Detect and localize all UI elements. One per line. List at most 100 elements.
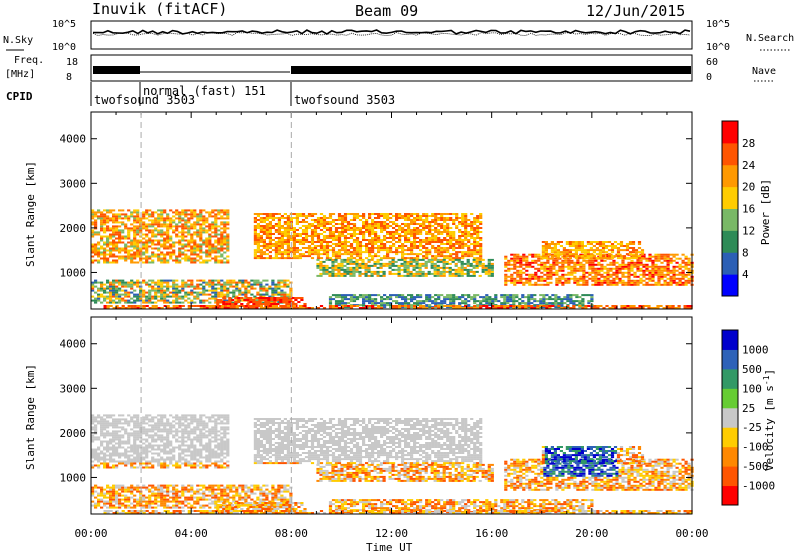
power-cell xyxy=(449,294,453,297)
power-cell xyxy=(346,266,350,269)
power-cell xyxy=(256,245,260,247)
power-cell xyxy=(115,247,119,250)
power-cell xyxy=(205,261,209,264)
power-cell xyxy=(568,241,572,243)
power-cell xyxy=(346,268,350,271)
power-cell xyxy=(259,219,263,221)
power-cell xyxy=(467,219,471,221)
power-cell xyxy=(229,291,233,294)
power-cell xyxy=(567,279,571,282)
power-cell xyxy=(280,289,284,292)
power-cell xyxy=(434,302,438,305)
power-cell xyxy=(220,245,224,248)
power-cell xyxy=(543,283,547,286)
power-cell xyxy=(277,241,281,243)
power-cell xyxy=(473,229,477,231)
power-cell xyxy=(202,223,206,226)
power-cell xyxy=(416,304,420,307)
power-cell xyxy=(160,257,164,260)
power-cell xyxy=(577,241,581,243)
power-cell xyxy=(425,298,429,301)
power-cell xyxy=(208,225,212,228)
power-cell xyxy=(301,215,306,217)
power-cell xyxy=(473,247,477,249)
power-cell xyxy=(669,259,673,262)
power-cell xyxy=(449,305,453,307)
power-cell xyxy=(283,249,287,252)
power-cell xyxy=(475,264,479,267)
power-cell xyxy=(455,296,459,299)
power-cell xyxy=(367,274,371,277)
power-cell xyxy=(419,302,423,305)
power-cell xyxy=(154,305,158,307)
power-cell xyxy=(368,239,372,241)
power-cell xyxy=(154,239,158,242)
power-cell xyxy=(265,249,269,252)
power-cell xyxy=(622,245,627,247)
power-cell xyxy=(286,225,290,227)
power-cell xyxy=(343,268,347,271)
power-cell xyxy=(334,227,339,229)
power-cell xyxy=(184,283,188,286)
power-cell xyxy=(202,293,206,296)
power-cell xyxy=(461,231,465,233)
power-cell xyxy=(440,239,444,241)
power-cell xyxy=(307,225,312,227)
power-cell xyxy=(479,213,483,215)
power-cell xyxy=(627,269,631,272)
velocity-cell xyxy=(100,430,104,433)
power-cell xyxy=(160,219,164,222)
power-cell xyxy=(463,262,467,265)
power-cell xyxy=(642,271,646,274)
power-cell xyxy=(479,300,483,303)
power-cell xyxy=(458,302,462,305)
power-cell xyxy=(232,289,236,292)
power-cell xyxy=(507,263,511,266)
power-cell xyxy=(586,255,590,258)
power-cell xyxy=(358,264,362,267)
power-cell xyxy=(169,219,173,222)
power-cell xyxy=(343,270,347,273)
power-cell xyxy=(419,219,423,221)
power-cell xyxy=(187,283,191,286)
power-cell xyxy=(316,225,321,227)
power-cell xyxy=(334,245,339,247)
power-cell xyxy=(226,239,230,242)
power-cell xyxy=(377,255,381,258)
power-cell xyxy=(163,301,167,304)
power-cell xyxy=(651,255,655,258)
power-cell xyxy=(588,263,592,266)
power-cell xyxy=(288,303,292,305)
power-cell xyxy=(316,251,321,254)
power-cell xyxy=(151,247,155,250)
power-cell xyxy=(563,296,567,299)
power-cell xyxy=(181,283,185,286)
power-cell xyxy=(458,221,462,223)
power-cell xyxy=(466,270,470,273)
power-cell xyxy=(121,235,125,238)
power-cell xyxy=(633,283,637,286)
power-cell xyxy=(196,283,200,286)
power-cell xyxy=(235,307,239,309)
power-cell xyxy=(280,305,284,307)
power-cell xyxy=(687,281,691,284)
power-cell xyxy=(160,231,164,234)
power-cell xyxy=(109,289,113,292)
power-cell xyxy=(622,255,627,258)
power-cell xyxy=(610,257,615,260)
power-cell xyxy=(449,241,453,243)
power-cell xyxy=(214,289,218,292)
power-cell xyxy=(481,258,485,261)
power-cell xyxy=(109,235,113,238)
power-cell xyxy=(528,263,532,266)
power-cell xyxy=(445,262,449,265)
power-cell xyxy=(97,215,101,218)
power-cell xyxy=(555,273,559,276)
power-cell xyxy=(404,241,408,243)
power-cell xyxy=(490,266,494,269)
power-cell xyxy=(343,305,348,307)
power-cell xyxy=(277,213,281,215)
velocity-cell xyxy=(97,414,101,417)
power-cell xyxy=(383,247,387,249)
power-cell xyxy=(374,243,378,245)
